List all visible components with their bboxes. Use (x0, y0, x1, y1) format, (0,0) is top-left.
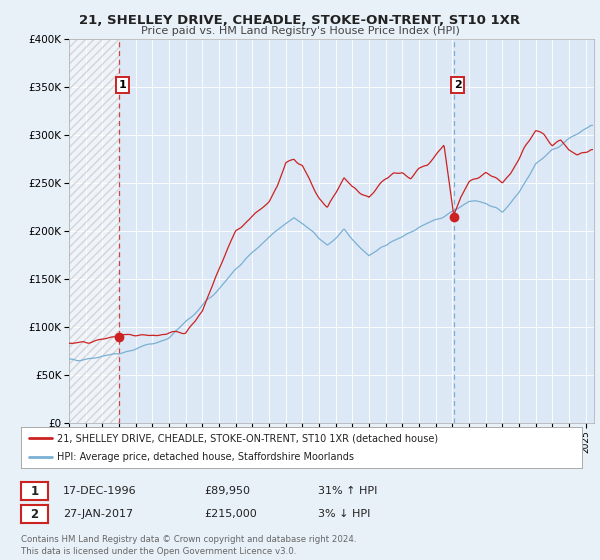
Text: £89,950: £89,950 (204, 486, 250, 496)
Text: 31% ↑ HPI: 31% ↑ HPI (318, 486, 377, 496)
Text: 3% ↓ HPI: 3% ↓ HPI (318, 509, 370, 519)
Text: £215,000: £215,000 (204, 509, 257, 519)
Text: 2: 2 (31, 507, 38, 521)
Text: Contains HM Land Registry data © Crown copyright and database right 2024.
This d: Contains HM Land Registry data © Crown c… (21, 535, 356, 556)
Bar (69, 39, 119, 423)
Text: 2: 2 (454, 80, 462, 90)
Text: 1: 1 (119, 80, 127, 90)
Text: 21, SHELLEY DRIVE, CHEADLE, STOKE-ON-TRENT, ST10 1XR (detached house): 21, SHELLEY DRIVE, CHEADLE, STOKE-ON-TRE… (58, 433, 439, 443)
Text: HPI: Average price, detached house, Staffordshire Moorlands: HPI: Average price, detached house, Staf… (58, 452, 355, 461)
Text: 21, SHELLEY DRIVE, CHEADLE, STOKE-ON-TRENT, ST10 1XR: 21, SHELLEY DRIVE, CHEADLE, STOKE-ON-TRE… (79, 14, 521, 27)
Text: Price paid vs. HM Land Registry's House Price Index (HPI): Price paid vs. HM Land Registry's House … (140, 26, 460, 36)
Text: 17-DEC-1996: 17-DEC-1996 (63, 486, 137, 496)
Text: 1: 1 (31, 484, 38, 498)
Text: 27-JAN-2017: 27-JAN-2017 (63, 509, 133, 519)
